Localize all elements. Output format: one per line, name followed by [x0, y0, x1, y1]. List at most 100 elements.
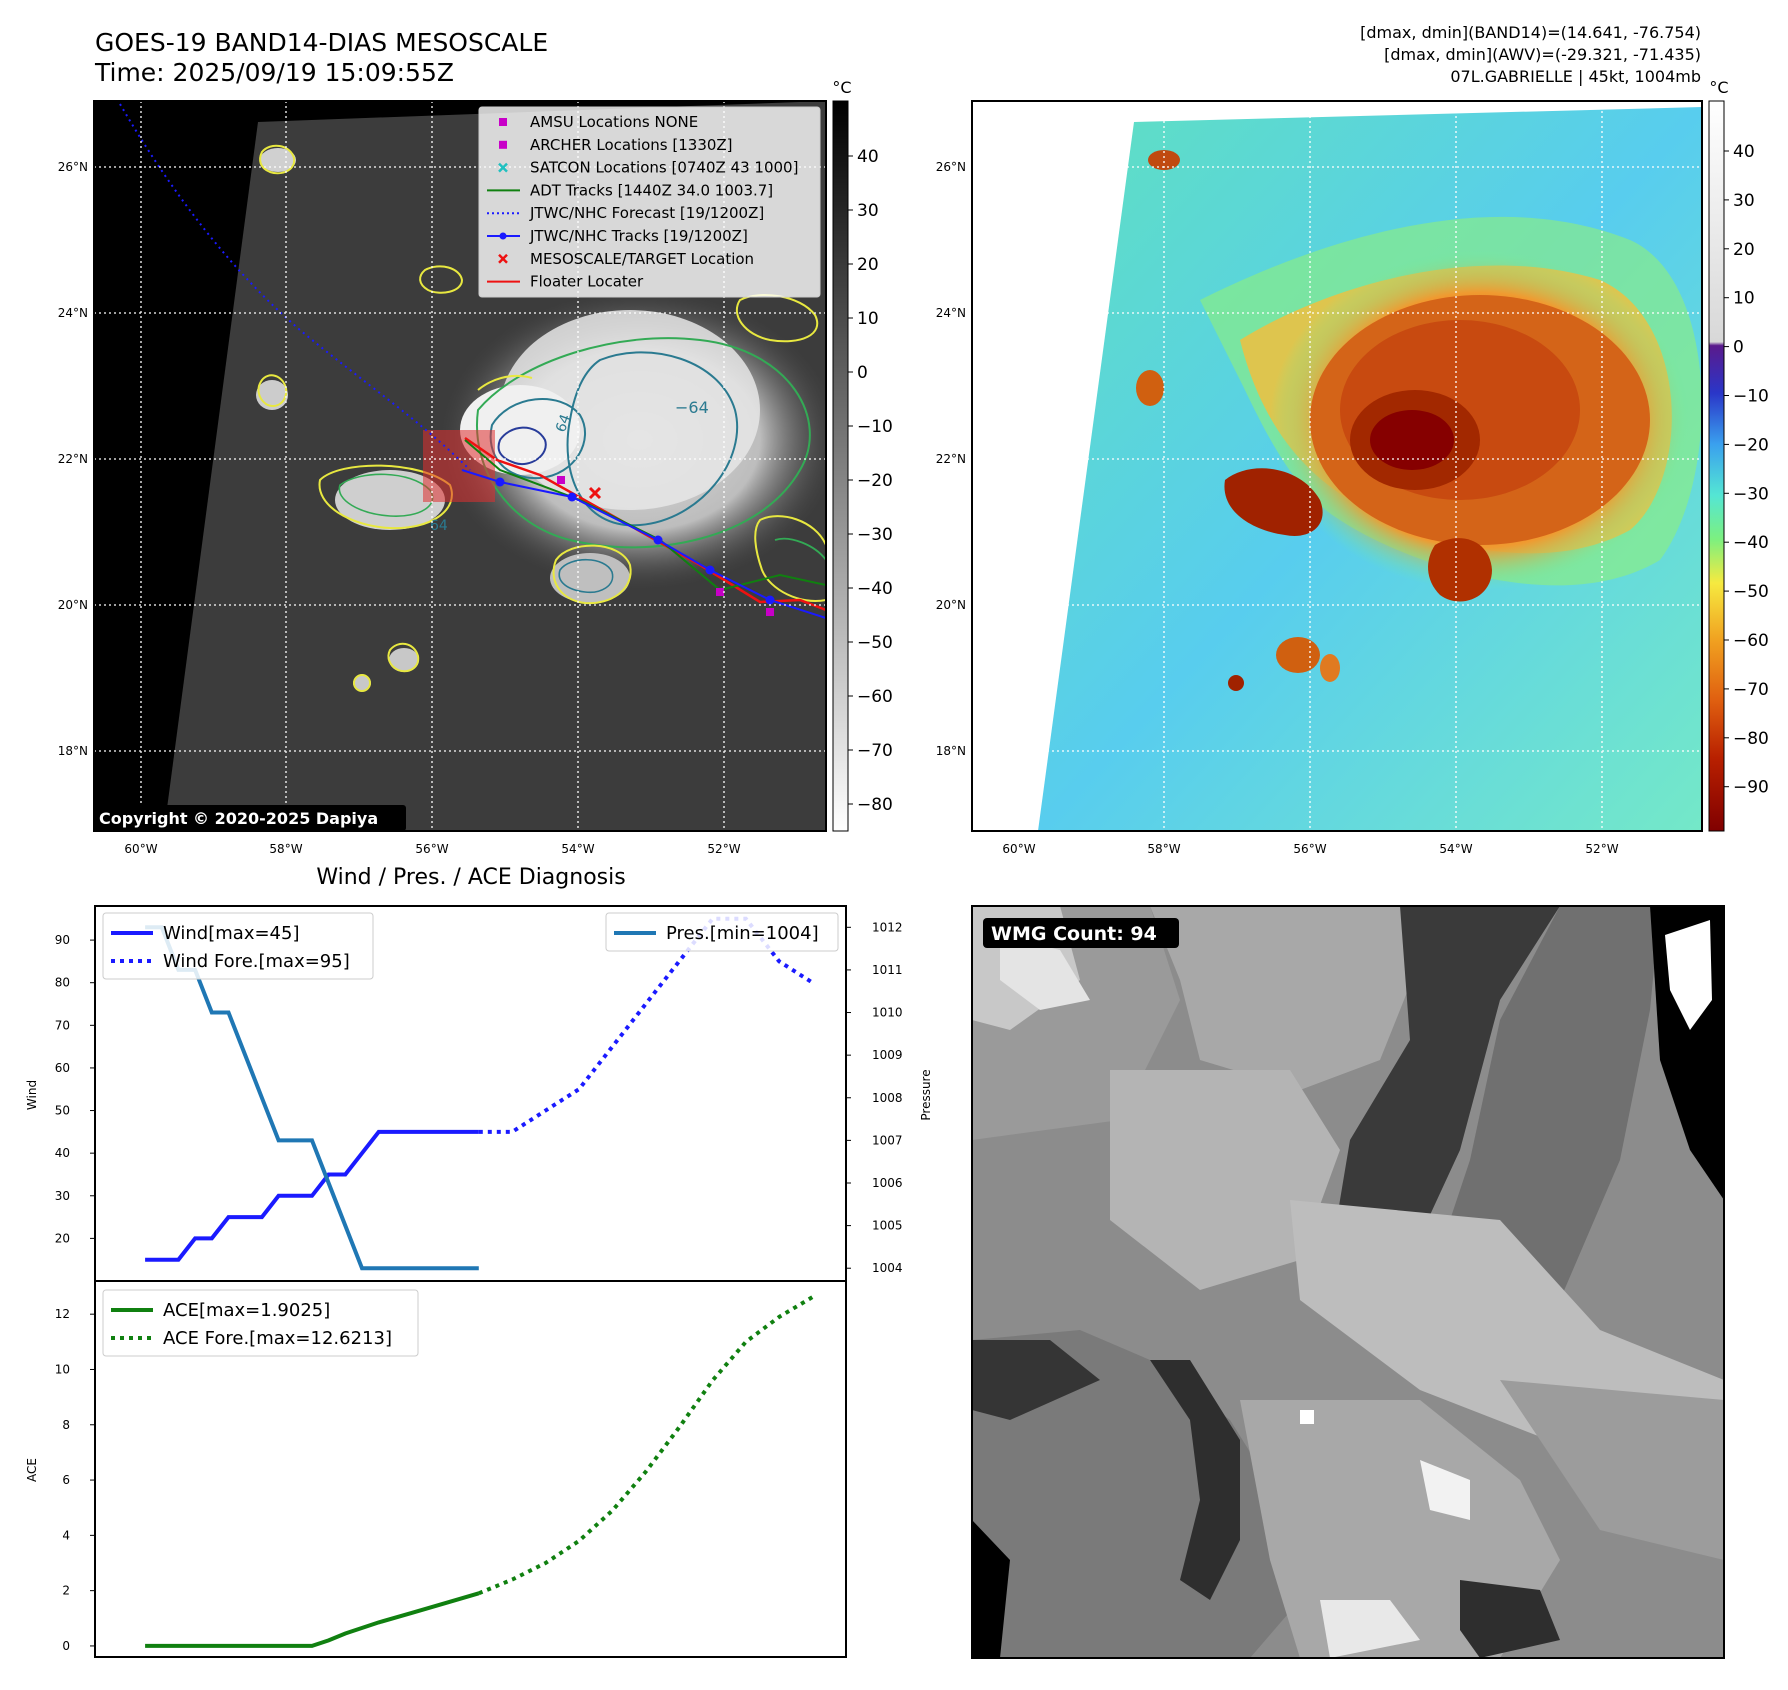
- lat-labels-a: 26°N 24°N 22°N 20°N 18°N: [58, 160, 88, 758]
- legend-entry: Floater Locater: [487, 273, 644, 291]
- legend-box: [102, 1289, 419, 1357]
- archer-marker-3: [766, 608, 774, 616]
- stats-band14: [dmax, dmin](BAND14)=(14.641, -76.754): [1360, 23, 1701, 42]
- gray-tick-label: −60: [857, 687, 893, 707]
- color-tick-label: 40: [1733, 142, 1755, 162]
- pressure-ytick-label: 1009: [872, 1048, 903, 1062]
- gray-tick-label: 0: [857, 363, 868, 383]
- ace-ylabel: ACE: [25, 1458, 39, 1482]
- legend-entry: MESOSCALE/TARGET Location: [498, 250, 754, 268]
- time-stamp: Time: 2025/09/19 15:09:55Z: [94, 58, 454, 87]
- contour-label-a: −64: [675, 398, 709, 417]
- gray-colorbar: [832, 100, 849, 832]
- color-ir-map-panel: [972, 101, 1702, 831]
- pressure-legend: Pres.[min=1004]: [605, 912, 839, 952]
- color-tick-label: −40: [1733, 533, 1769, 553]
- legend-entry: ARCHER Locations [1330Z]: [499, 136, 733, 154]
- color-colorbar-ticks: 40 30 20 10 0 −10 −20 −30 −40 −50 −60 −70 −80 −90: [1724, 142, 1769, 798]
- color-tick-label: −20: [1733, 435, 1769, 455]
- color-tick-label: −10: [1733, 387, 1769, 407]
- pressure-ytick-label: 1006: [872, 1176, 903, 1190]
- ir-lat-label: 18°N: [58, 744, 88, 758]
- archer-marker: [557, 476, 565, 484]
- pressure-ytick-label: 1004: [872, 1261, 903, 1275]
- gray-colorbar-ticks: 40 30 20 10 0 −10 −20 −30 −40 −50 −60 −70 −80: [848, 147, 893, 815]
- gray-colorbar-unit: °C: [832, 78, 851, 97]
- legend-marker: [499, 140, 507, 149]
- legend-label: SATCON Locations [0740Z 43 1000]: [530, 159, 798, 177]
- copyright-box: [94, 805, 406, 831]
- color-tick-label: 30: [1733, 191, 1755, 211]
- color-lat-label: 20°N: [936, 598, 966, 612]
- color-lon-label: 56°W: [1293, 842, 1326, 856]
- gray-tick-label: −20: [857, 471, 893, 491]
- color-tick-label: 10: [1733, 289, 1755, 309]
- pressure-ytick-label: 1011: [872, 963, 903, 977]
- ace-ytick-label: 12: [55, 1307, 70, 1321]
- lon-labels-b: 60°W 58°W 56°W 54°W 52°W: [1002, 842, 1618, 856]
- color-lat-label: 24°N: [936, 306, 966, 320]
- floater-box: [423, 430, 495, 502]
- gray-tick-label: 20: [857, 255, 879, 275]
- wmg-label-box: [983, 918, 1179, 948]
- legend-entry: SATCON Locations [0740Z 43 1000]: [498, 159, 798, 177]
- legend-label: JTWC/NHC Tracks [19/1200Z]: [529, 227, 748, 245]
- ace-ytick-label: 8: [62, 1418, 70, 1432]
- color-lat-label: 18°N: [936, 744, 966, 758]
- wind-ytick-label: 30: [55, 1189, 70, 1203]
- pressure-ytick-label: 1012: [872, 920, 903, 934]
- wind-ytick-label: 80: [55, 976, 70, 990]
- color-lon-label: 60°W: [1002, 842, 1035, 856]
- wmg-label: WMG Count: 94: [991, 923, 1157, 945]
- color-lon-label: 54°W: [1439, 842, 1472, 856]
- legend-entry: JTWC/NHC Tracks [19/1200Z]: [487, 227, 748, 245]
- legend-entry: AMSU Locations NONE: [499, 113, 698, 131]
- color-tick-label: 20: [1733, 240, 1755, 260]
- ir-lon-label: 52°W: [707, 842, 740, 856]
- pressure-ylabel: Pressure: [919, 1069, 933, 1120]
- color-lon-label: 52°W: [1585, 842, 1618, 856]
- wind-ytick-label: 90: [55, 933, 70, 947]
- color-tick-label: −80: [1733, 729, 1769, 749]
- legend-label: Wind[max=45]: [163, 923, 300, 944]
- contour-label-b: 64: [553, 412, 574, 434]
- legend-label: ACE[max=1.9025]: [163, 1300, 330, 1321]
- ace-ytick-label: 10: [55, 1362, 70, 1376]
- color-tick-label: −30: [1733, 484, 1769, 504]
- lat-labels-b: 26°N 24°N 22°N 20°N 18°N: [936, 160, 966, 758]
- ace-ytick-label: 2: [62, 1584, 70, 1598]
- chart-title: Wind / Pres. / ACE Diagnosis: [316, 865, 625, 890]
- ir-lat-label: 26°N: [58, 160, 88, 174]
- ir-lat-label: 20°N: [58, 598, 88, 612]
- color-gridlines: [972, 101, 1702, 831]
- wind-ytick-label: 50: [55, 1104, 70, 1118]
- gray-tick-label: −30: [857, 525, 893, 545]
- legend-box: [605, 912, 839, 952]
- ir-lat-label: 22°N: [58, 452, 88, 466]
- color-lat-label: 22°N: [936, 452, 966, 466]
- storm-info: 07L.GABRIELLE | 45kt, 1004mb: [1450, 67, 1701, 86]
- wind-ytick-label: 60: [55, 1061, 70, 1075]
- forecast-track: [119, 103, 471, 471]
- stats-awv: [dmax, dmin](AWV)=(-29.321, -71.435): [1384, 45, 1701, 64]
- gray-tick-label: −80: [857, 795, 893, 815]
- gray-tick-label: 10: [857, 309, 879, 329]
- ace-legend: ACE[max=1.9025] ACE Fore.[max=12.6213]: [102, 1289, 419, 1357]
- wmg-panel: [972, 906, 1724, 1658]
- color-tick-label: −90: [1733, 778, 1769, 798]
- color-lat-label: 26°N: [936, 160, 966, 174]
- color-tick-label: −50: [1733, 582, 1769, 602]
- legend-label: Floater Locater: [530, 273, 644, 291]
- wind-ytick-label: 20: [55, 1231, 70, 1245]
- ir-lon-label: 54°W: [561, 842, 594, 856]
- color-tick-label: 0: [1733, 338, 1744, 358]
- ir-lon-label: 60°W: [124, 842, 157, 856]
- main-title: GOES-19 BAND14-DIAS MESOSCALE: [95, 28, 548, 57]
- wind-ytick-label: 40: [55, 1146, 70, 1160]
- color-tick-label: −70: [1733, 680, 1769, 700]
- gray-tick-label: −40: [857, 579, 893, 599]
- legend-marker: [498, 253, 508, 264]
- pressure-ytick-label: 1008: [872, 1091, 903, 1105]
- gray-tick-label: 30: [857, 201, 879, 221]
